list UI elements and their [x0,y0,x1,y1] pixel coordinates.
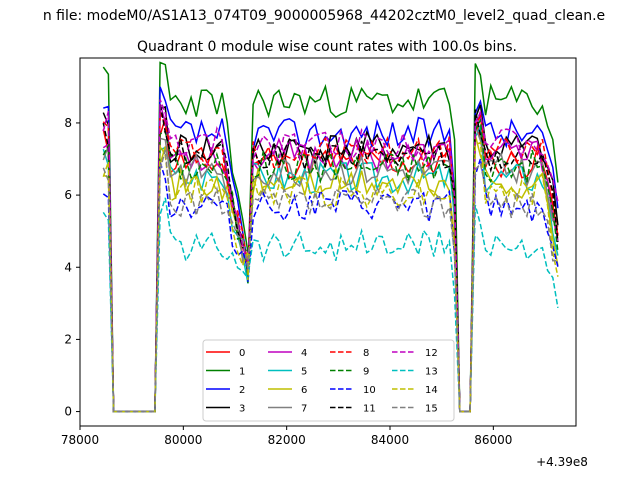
legend-label-5: 5 [301,367,307,378]
y-tick-label: 4 [64,260,72,274]
legend-label-8: 8 [363,348,369,359]
legend-label-10: 10 [363,385,376,396]
series-line-12 [102,99,559,413]
legend-label-2: 2 [239,385,245,396]
figure-suptitle: n file: modeM0/AS1A13_074T09_9000005968_… [43,8,605,24]
series-line-14 [102,141,559,413]
series-line-11 [102,103,559,413]
series-line-13 [102,197,559,413]
y-axis: 0 2 4 6 8 [64,116,80,419]
legend-label-0: 0 [239,348,245,359]
series-line-8 [102,112,559,413]
series-line-15 [102,149,558,413]
legend-label-12: 12 [425,348,438,359]
x-tick-label: 84000 [371,433,409,447]
x-tick-label: 86000 [474,433,512,447]
legend-label-7: 7 [301,404,307,415]
legend-label-6: 6 [301,385,307,396]
legend-label-14: 14 [425,385,438,396]
x-tick-label: 82000 [268,433,306,447]
x-tick-label: 78000 [61,433,99,447]
y-tick-label: 0 [64,405,72,419]
x-tick-label: 80000 [164,433,202,447]
legend-label-9: 9 [363,367,369,378]
x-axis: 78000 80000 82000 84000 86000 [61,426,512,447]
plot-frame [79,57,577,427]
y-tick-label: 8 [64,116,72,130]
legend-label-1: 1 [239,367,245,378]
legend-label-3: 3 [239,404,245,415]
legend-label-4: 4 [301,348,307,359]
series-layer [102,61,559,413]
legend-label-13: 13 [425,367,438,378]
series-line-10 [102,158,559,413]
series-line-7 [102,125,559,413]
legend-label-15: 15 [425,404,438,415]
x-offset-label: +4.39e8 [536,455,588,469]
chart-title: Quadrant 0 module wise count rates with … [137,39,517,55]
legend-box [202,339,455,422]
series-line-1 [102,61,559,413]
y-tick-label: 2 [64,332,72,346]
legend-label-11: 11 [363,404,376,415]
y-tick-label: 6 [64,188,72,202]
